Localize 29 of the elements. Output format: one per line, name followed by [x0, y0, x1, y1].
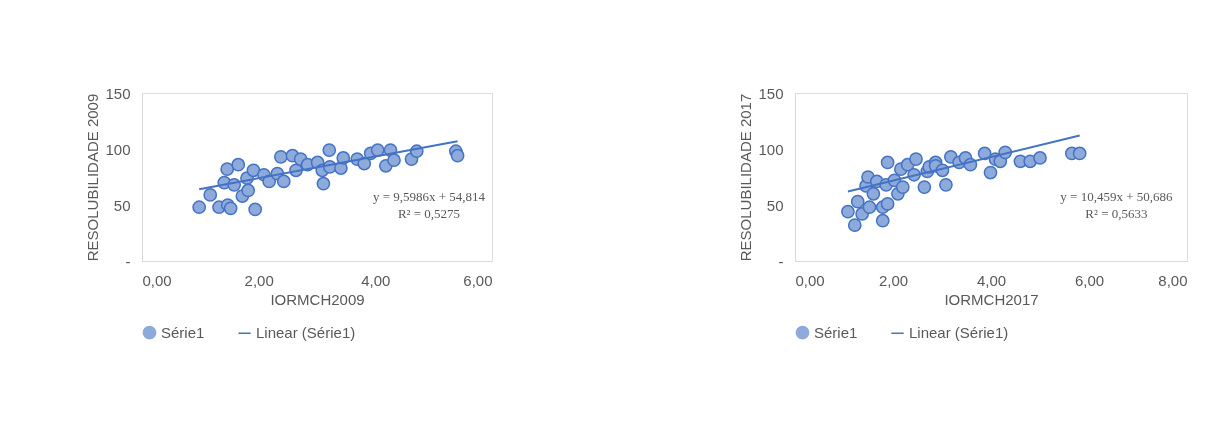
- annotation: y = 10,459x + 50,686: [1060, 189, 1174, 205]
- legend-label: Linear (Série1): [909, 324, 1009, 342]
- x-axis-title: IORMCH2009: [270, 290, 365, 308]
- x-tick-label: 2,00: [244, 271, 274, 289]
- x-tick-label: 8,00: [1158, 271, 1188, 289]
- y-tick-label: 50: [113, 196, 131, 214]
- legend-label: Série1: [814, 323, 858, 341]
- x-tick-label: 4,00: [976, 271, 1007, 289]
- legend-label: Linear (Série1): [256, 324, 356, 342]
- x-tick-label: 0,00: [795, 271, 825, 289]
- x-tick-label: 4,00: [361, 271, 391, 289]
- y-axis-title: RESOLUBILIDADE 2017: [737, 93, 755, 262]
- x-tick-label: 2,00: [878, 271, 909, 289]
- y-tick-label: 100: [105, 140, 131, 158]
- y-tick-label: 100: [758, 140, 784, 158]
- y-tick-label: -: [125, 252, 131, 270]
- y-tick-label: -: [778, 252, 784, 270]
- y-axis-title: RESOLUBILIDADE 2009: [84, 93, 102, 262]
- x-tick-label: 6,00: [463, 271, 493, 289]
- y-tick-label: 150: [105, 84, 131, 102]
- x-tick-label: 6,00: [1074, 271, 1105, 289]
- annotation: R² = 0,5633: [1085, 206, 1148, 222]
- y-tick-label: 150: [758, 84, 784, 102]
- annotation: y = 9,5986x + 54,814: [372, 189, 486, 205]
- legend-label: Série1: [161, 323, 205, 341]
- x-axis-title: IORMCH2017: [944, 290, 1039, 308]
- annotation: R² = 0,5275: [397, 206, 461, 222]
- y-tick-label: 50: [766, 196, 784, 214]
- x-tick-label: 0,00: [142, 271, 172, 289]
